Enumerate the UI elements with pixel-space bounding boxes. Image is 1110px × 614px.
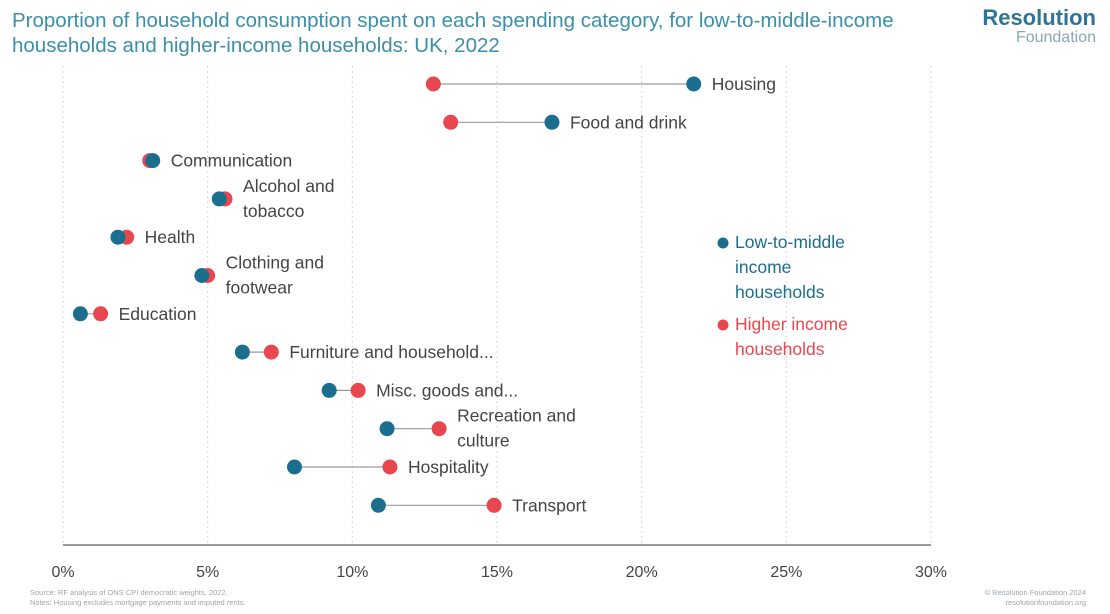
- copyright-text: © Resolution Foundation 2024: [984, 588, 1086, 597]
- category-label: Recreation and: [457, 406, 576, 426]
- category-label: Food and drink: [570, 112, 687, 132]
- low-middle-income-point: [234, 344, 250, 360]
- category-label: Health: [145, 227, 196, 247]
- chart-title: Proportion of household consumption spen…: [12, 9, 894, 57]
- notes-note: Notes: Housing excludes mortgage payment…: [30, 598, 246, 607]
- source-note: Source: RF analysis of ONS CPI democrati…: [30, 588, 228, 597]
- brand-subtitle: Foundation: [1015, 29, 1096, 46]
- low-middle-income-point: [211, 191, 227, 207]
- category-label: footwear: [226, 278, 293, 298]
- category-label: Transport: [512, 495, 586, 515]
- brand-logo: Resolution Foundation: [982, 6, 1096, 46]
- chart-credit: © Resolution Foundation 2024 resolutionf…: [985, 588, 1086, 608]
- higher-income-point: [263, 344, 279, 360]
- higher-income-point: [431, 421, 447, 437]
- x-tick-label: 15%: [481, 564, 513, 581]
- category-label: Education: [119, 304, 197, 324]
- category-label: Misc. goods and...: [376, 380, 518, 400]
- low-middle-income-point: [686, 76, 702, 92]
- category-label: Hospitality: [408, 457, 489, 477]
- x-tick-label: 30%: [915, 564, 947, 581]
- low-middle-income-point: [72, 306, 88, 322]
- legend-low-middle-marker: [717, 237, 729, 249]
- x-tick-label: 0%: [51, 564, 74, 581]
- x-tick-label: 5%: [196, 564, 219, 581]
- low-middle-income-point: [379, 421, 395, 437]
- category-label: Clothing and: [226, 253, 324, 273]
- low-middle-income-point: [370, 497, 386, 513]
- low-middle-income-point: [194, 268, 210, 283]
- legend-higher-label: Higher income households: [735, 314, 848, 359]
- low-middle-income-point: [544, 114, 560, 130]
- higher-income-point: [425, 76, 441, 92]
- website-text: resolutionfoundation.org: [1005, 598, 1086, 607]
- category-label: Housing: [712, 74, 776, 94]
- category-label: Communication: [171, 151, 293, 171]
- higher-income-point: [350, 382, 366, 398]
- brand-name: Resolution: [982, 5, 1096, 30]
- x-tick-label: 10%: [336, 564, 368, 581]
- higher-income-point: [443, 114, 459, 130]
- higher-income-point: [486, 497, 502, 513]
- low-middle-income-point: [110, 229, 126, 245]
- legend-higher-marker: [717, 319, 729, 331]
- low-middle-income-point: [321, 382, 337, 398]
- higher-income-point: [93, 306, 109, 322]
- x-tick-label: 20%: [626, 564, 658, 581]
- category-label: tobacco: [243, 201, 304, 221]
- x-tick-label: 25%: [770, 564, 802, 581]
- low-middle-income-point: [286, 459, 302, 475]
- legend-low-middle-label: Low-to-middle income households: [735, 232, 845, 302]
- higher-income-point: [382, 459, 398, 475]
- category-label: Furniture and household...: [289, 342, 493, 362]
- low-middle-income-point: [145, 153, 161, 169]
- category-label: culture: [457, 431, 510, 451]
- chart-footnote: Source: RF analysis of ONS CPI democrati…: [30, 588, 246, 608]
- category-label: Alcohol and: [243, 176, 334, 196]
